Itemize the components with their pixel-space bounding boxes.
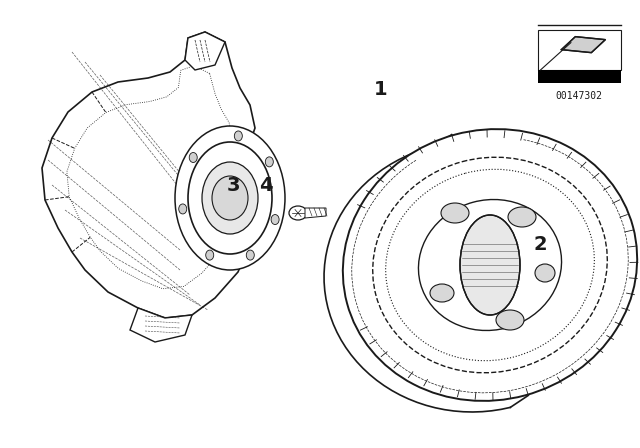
Ellipse shape: [496, 310, 524, 330]
Text: 3: 3: [227, 177, 241, 195]
Text: 1: 1: [374, 80, 388, 99]
Ellipse shape: [234, 131, 243, 141]
Ellipse shape: [441, 203, 469, 223]
Ellipse shape: [188, 142, 272, 254]
Ellipse shape: [179, 204, 187, 214]
Text: 4: 4: [259, 177, 273, 195]
Polygon shape: [561, 37, 605, 53]
Ellipse shape: [205, 250, 214, 260]
Ellipse shape: [271, 215, 279, 224]
Ellipse shape: [343, 129, 637, 401]
Ellipse shape: [508, 207, 536, 227]
Ellipse shape: [386, 169, 595, 361]
Text: 00147302: 00147302: [556, 91, 603, 101]
Ellipse shape: [372, 157, 607, 373]
Polygon shape: [130, 308, 192, 342]
Polygon shape: [185, 32, 225, 70]
Bar: [538, 30, 621, 70]
Ellipse shape: [189, 152, 197, 163]
Bar: [538, 70, 621, 83]
Ellipse shape: [175, 126, 285, 270]
Polygon shape: [535, 317, 560, 336]
Ellipse shape: [558, 302, 582, 318]
Polygon shape: [42, 32, 255, 318]
Ellipse shape: [535, 264, 555, 282]
Ellipse shape: [212, 176, 248, 220]
Polygon shape: [305, 208, 326, 218]
Ellipse shape: [289, 206, 307, 220]
Ellipse shape: [566, 307, 574, 313]
Ellipse shape: [202, 162, 258, 234]
Ellipse shape: [246, 250, 254, 260]
Ellipse shape: [460, 215, 520, 315]
Ellipse shape: [430, 284, 454, 302]
Ellipse shape: [419, 199, 561, 331]
Ellipse shape: [266, 157, 273, 167]
Text: 2: 2: [534, 235, 548, 254]
